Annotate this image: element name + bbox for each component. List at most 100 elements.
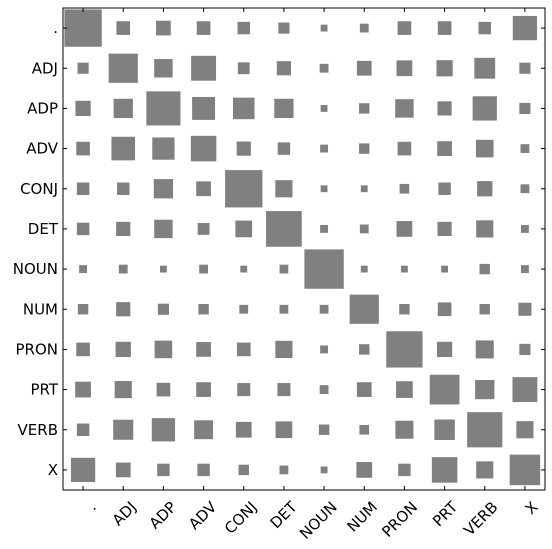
cell-11-7 (356, 462, 373, 478)
cell-11-2 (157, 463, 170, 477)
cell-3-2 (152, 137, 175, 160)
x-tick-label: PRON (378, 498, 421, 541)
cell-5-0 (76, 222, 90, 236)
cell-5-5 (266, 211, 302, 247)
x-tick-label: . (84, 498, 100, 514)
x-tick-label: VERB (460, 498, 501, 539)
cell-0-8 (397, 21, 412, 35)
y-tick-label: . (53, 19, 58, 37)
cell-3-8 (397, 141, 412, 156)
cell-10-9 (434, 419, 455, 440)
cell-2-11 (519, 102, 531, 114)
cell-8-4 (236, 342, 251, 357)
y-tick-label: CONJ (20, 180, 58, 198)
cell-2-6 (320, 105, 328, 112)
cell-4-7 (360, 185, 368, 193)
cell-0-6 (320, 24, 328, 32)
x-tick-label: CONJ (221, 498, 261, 538)
cell-6-4 (240, 265, 248, 273)
cell-5-3 (197, 223, 210, 235)
cell-9-5 (277, 383, 291, 397)
cell-4-2 (153, 179, 174, 199)
cell-1-2 (154, 59, 173, 78)
cell-0-2 (156, 20, 171, 36)
cell-3-10 (475, 139, 494, 158)
y-tick-label: PRT (30, 381, 58, 399)
cell-9-6 (319, 385, 329, 394)
y-tick-labels: . ADJ ADP ADV CONJ DET NOUN NUM PRON PRT VERB X (13, 19, 59, 479)
cell-8-9 (436, 341, 453, 358)
cell-10-3 (194, 420, 214, 440)
cell-3-3 (190, 135, 217, 162)
cell-10-10 (467, 412, 503, 448)
cell-10-5 (275, 421, 293, 439)
cell-8-0 (76, 342, 90, 357)
cell-9-8 (396, 381, 413, 398)
x-tick-label: X (522, 498, 542, 518)
cell-4-9 (438, 182, 451, 195)
cell-8-1 (115, 341, 131, 358)
cell-4-4 (225, 170, 263, 208)
y-tick-label: PRON (16, 340, 59, 358)
cell-6-3 (199, 264, 208, 274)
cell-6-6 (304, 249, 344, 289)
cell-11-10 (476, 461, 494, 479)
cell-4-8 (399, 183, 410, 194)
cell-9-10 (475, 379, 495, 400)
cell-1-11 (519, 62, 531, 74)
cell-8-5 (275, 340, 293, 358)
cell-7-5 (279, 304, 289, 314)
cell-5-1 (116, 221, 131, 237)
x-tick-label: DET (267, 497, 302, 532)
cell-11-3 (197, 463, 210, 477)
cell-5-8 (396, 221, 413, 237)
cell-5-9 (437, 221, 452, 237)
cell-10-2 (151, 418, 176, 442)
cell-10-8 (395, 420, 414, 439)
cell-9-0 (75, 381, 91, 398)
cell-7-2 (157, 303, 169, 315)
cell-8-8 (386, 331, 423, 368)
cell-2-5 (274, 98, 294, 119)
cell-11-9 (431, 457, 458, 483)
cell-11-4 (238, 464, 249, 476)
matrix-cells (64, 9, 541, 486)
cell-0-10 (478, 21, 491, 35)
cell-9-7 (356, 382, 372, 397)
cell-3-1 (111, 136, 136, 161)
cell-6-11 (520, 265, 529, 274)
cell-0-3 (196, 21, 211, 35)
cell-2-3 (192, 96, 216, 120)
cell-7-0 (77, 304, 89, 315)
cell-3-7 (359, 143, 370, 154)
y-tick-label: ADV (26, 140, 59, 158)
cell-5-6 (320, 224, 329, 233)
cell-9-3 (196, 382, 211, 397)
cell-6-9 (441, 265, 448, 273)
x-tick-label: ADP (146, 498, 181, 533)
cell-4-1 (117, 182, 130, 195)
cell-1-10 (474, 57, 496, 79)
cell-0-11 (512, 15, 538, 41)
cell-1-9 (436, 60, 453, 77)
cell-6-5 (279, 264, 289, 274)
cell-1-5 (276, 61, 292, 76)
cell-2-2 (146, 91, 181, 126)
x-tick-label: NUM (343, 498, 381, 536)
cell-1-6 (319, 63, 329, 73)
cell-6-1 (118, 264, 128, 274)
cell-2-4 (232, 97, 255, 120)
cell-10-1 (113, 419, 134, 440)
cell-9-9 (429, 374, 460, 405)
cell-1-3 (191, 55, 217, 81)
cell-1-1 (108, 53, 138, 83)
cell-5-2 (154, 219, 173, 239)
cell-0-4 (237, 21, 250, 35)
cell-1-4 (237, 62, 250, 75)
cell-10-11 (516, 421, 534, 439)
cell-4-11 (520, 184, 530, 194)
cell-3-0 (76, 141, 90, 156)
cell-2-7 (359, 103, 370, 114)
cell-6-0 (79, 265, 88, 274)
